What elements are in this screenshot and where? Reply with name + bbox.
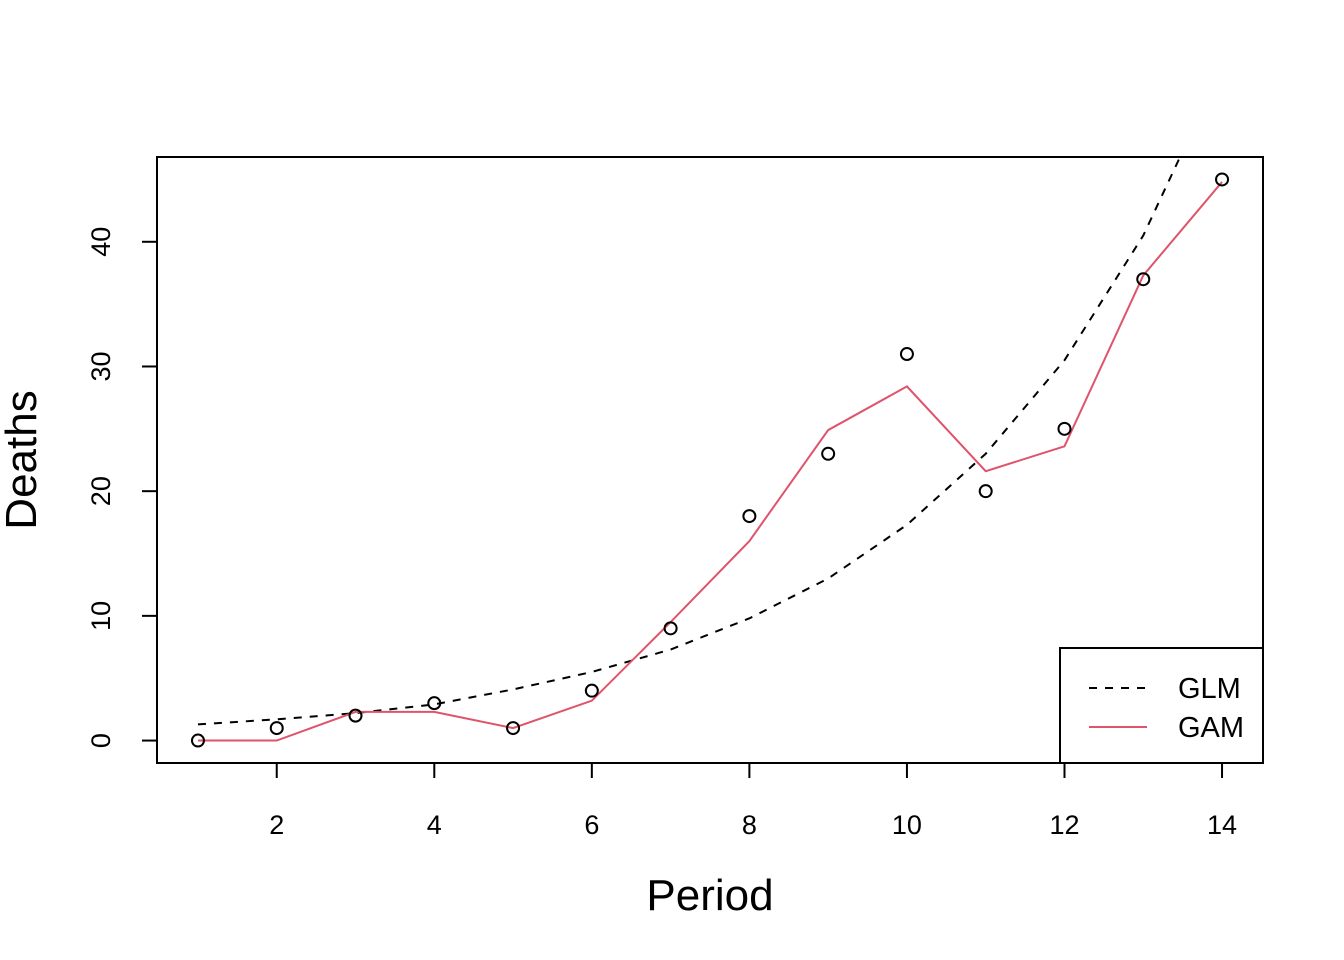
plot-area	[190, 157, 1230, 748]
data-point	[190, 733, 205, 748]
x-tick-label: 6	[584, 810, 599, 840]
data-point	[742, 509, 757, 524]
x-axis-label: Period	[646, 871, 773, 920]
y-tick-label: 0	[86, 733, 116, 748]
data-point	[1057, 421, 1072, 436]
data-point	[584, 683, 599, 698]
data-point	[1136, 272, 1151, 287]
data-point	[899, 347, 914, 362]
x-tick-label: 4	[427, 810, 442, 840]
data-point	[978, 484, 993, 499]
legend-box	[1059, 647, 1264, 764]
legend-label: GAM	[1178, 712, 1244, 744]
plot-box	[156, 156, 1264, 764]
legend-label: GLM	[1178, 673, 1241, 705]
series-line	[197, 181, 1223, 742]
x-tick-label: 12	[1049, 810, 1079, 840]
series-line	[197, 157, 1182, 726]
y-axis-label: Deaths	[0, 390, 46, 529]
x-tick-label: 10	[892, 810, 922, 840]
y-tick-label: 40	[86, 227, 116, 257]
y-tick-label: 10	[86, 601, 116, 631]
y-tick-label: 30	[86, 351, 116, 381]
data-point	[1215, 172, 1230, 187]
y-tick-label: 20	[86, 476, 116, 506]
x-tick-label: 2	[269, 810, 284, 840]
data-point	[663, 621, 678, 636]
data-point	[506, 721, 521, 736]
x-tick-label: 8	[742, 810, 757, 840]
x-tick-label: 14	[1207, 810, 1237, 840]
data-point	[348, 708, 363, 723]
data-point	[821, 446, 836, 461]
data-point	[269, 721, 284, 736]
data-point	[427, 696, 442, 711]
